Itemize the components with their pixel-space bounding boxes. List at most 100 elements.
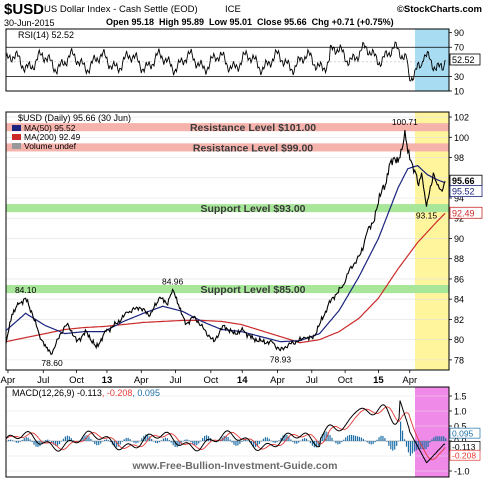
macd-histogram-bar	[6, 441, 8, 442]
macd-histogram-bar	[119, 441, 121, 445]
price-annotation: 78.93	[270, 354, 292, 364]
macd-histogram-bar	[72, 440, 74, 441]
macd-histogram-bar	[335, 441, 337, 444]
macd-histogram-bar	[399, 421, 402, 441]
price-value-label: 95.52	[452, 187, 475, 197]
rsi-panel: RSI(14) 52.52 103050709052.52	[5, 28, 481, 97]
macd-histogram-bar	[125, 437, 127, 441]
macd-histogram-bar	[364, 440, 366, 442]
macd-histogram-bar	[350, 434, 353, 441]
macd-tick-label: -1.0	[454, 467, 470, 477]
macd-histogram-bar	[196, 441, 198, 446]
macd-histogram-bar	[266, 437, 268, 441]
macd-histogram-bar	[205, 435, 208, 441]
macd-histogram-bar	[376, 439, 378, 441]
macd-histogram-bar	[392, 441, 394, 451]
band-resistance-1	[6, 143, 449, 152]
price-value-box	[449, 185, 483, 198]
macd-histogram-bar	[107, 440, 110, 441]
macd-histogram-bar	[82, 437, 84, 441]
macd-histogram-bar	[245, 439, 247, 441]
macd-histogram-bar	[88, 436, 90, 441]
macd-histogram-bar	[51, 441, 53, 443]
macd-histogram-bar	[33, 441, 35, 445]
macd-histogram-bar	[47, 439, 49, 441]
macd-histogram-bar	[270, 440, 272, 442]
macd-histogram-bar	[382, 435, 384, 441]
price-annotation: 84.10	[15, 285, 37, 295]
macd-histogram-bar	[149, 436, 151, 441]
macd-histogram-bar	[186, 439, 188, 441]
macd-histogram-bar	[337, 441, 339, 445]
macd-histogram-bar	[127, 437, 129, 441]
macd-panel: MACD(12,26,9) -0.113, -0.208, 0.095 -1.0…	[5, 386, 481, 478]
macd-histogram-bar	[25, 437, 27, 441]
macd-histogram-bar	[286, 434, 288, 441]
macd-histogram-bar	[27, 437, 29, 441]
macd-histogram-bar	[354, 435, 357, 441]
macd-tick-label: 1.5	[454, 392, 467, 402]
x-tick-label: Apr	[1, 375, 16, 386]
legend-swatch	[12, 134, 21, 140]
macd-histogram-bar	[445, 438, 447, 441]
macd-histogram-bar	[11, 440, 14, 441]
macd-histogram-bar	[411, 441, 413, 454]
macd-histogram-bar	[437, 436, 439, 441]
macd-histogram-bar	[123, 439, 125, 441]
macd-histogram-bar	[327, 432, 329, 441]
macd-histogram-bar	[7, 439, 10, 441]
macd-histogram-bar	[153, 441, 155, 442]
rsi-frame	[5, 28, 450, 92]
macd-histogram-bar	[21, 439, 23, 441]
macd-histogram-bar	[433, 437, 435, 441]
macd-histogram-bar	[272, 441, 274, 443]
macd-value-box	[449, 427, 481, 439]
price-title: $USD (Daily) 95.66 (30 Jun)	[18, 113, 131, 123]
band-label-3: Support Level $85.00	[200, 284, 305, 296]
macd-histogram-bar	[39, 441, 41, 446]
macd-histogram-bar	[331, 437, 333, 441]
price-tick-label: 94	[454, 194, 464, 204]
macd-histogram-bar	[217, 441, 219, 442]
macd-histogram-bar	[200, 440, 202, 442]
macd-histogram-bar	[15, 441, 18, 443]
macd-histogram-bar	[425, 441, 427, 450]
macd-histogram-bar	[133, 441, 135, 443]
macd-histogram-bar	[104, 439, 106, 441]
macd-histogram-bar	[356, 436, 359, 441]
x-tick-label: Jul	[306, 375, 318, 386]
price-annotation: 84.96	[162, 276, 184, 286]
macd-title-part: , -0.208	[102, 388, 133, 398]
macd-histogram-bar	[233, 441, 235, 445]
macd-histogram-bar	[60, 441, 63, 442]
macd-histogram-bar	[441, 436, 443, 441]
x-tick-label: 14	[237, 375, 248, 386]
macd-histogram-bar	[86, 435, 88, 441]
macd-histogram-bar	[203, 435, 206, 441]
macd-histogram-bar	[333, 440, 335, 442]
macd-histogram-bar	[280, 437, 282, 441]
macd-histogram-bar	[129, 439, 131, 441]
macd-histogram-bar	[343, 439, 345, 441]
band-resistance-0	[6, 123, 449, 132]
macd-histogram-bar	[290, 439, 292, 441]
macd-histogram-bar	[421, 441, 423, 450]
band-support-2	[6, 204, 449, 213]
macd-line	[5, 400, 446, 464]
macd-histogram-bar	[370, 441, 372, 445]
price-frame	[5, 111, 450, 371]
legend-swatch	[12, 143, 21, 149]
legend-label: MA(200) 92.49	[24, 132, 80, 142]
band-label-1: Resistance Level $99.00	[193, 142, 313, 154]
macd-tick-label: 1.0	[454, 407, 467, 417]
instrument-name: US Dollar Index - Cash Settle (EOD)	[44, 4, 198, 15]
macd-histogram-bar	[237, 441, 239, 446]
price-tick-label: 84	[454, 295, 464, 305]
macd-histogram-bar	[192, 441, 194, 445]
macd-histogram-bar	[284, 434, 286, 441]
macd-histogram-bar	[360, 437, 362, 441]
x-tick-label: Oct	[203, 375, 218, 386]
macd-histogram-bar	[37, 441, 39, 448]
macd-histogram-bar	[407, 441, 410, 453]
price-annotation: 93.15	[416, 211, 438, 221]
